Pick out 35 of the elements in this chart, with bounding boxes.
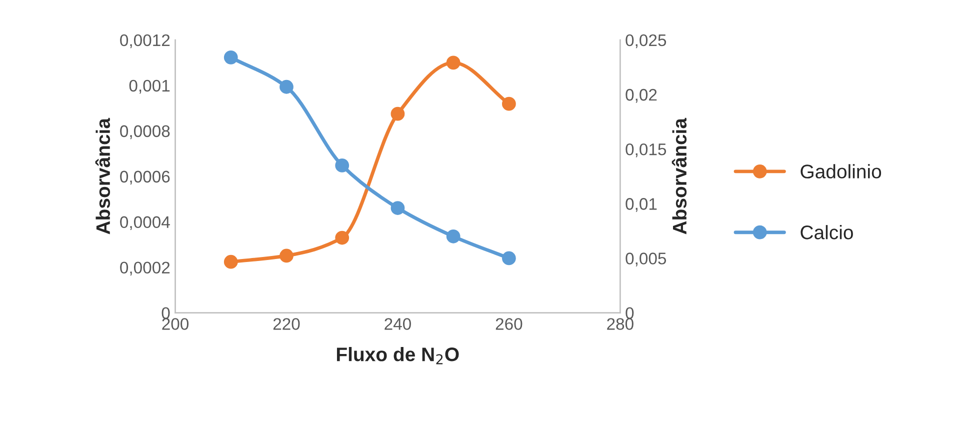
x-axis-title: Fluxo de N$_{2}$O: [336, 346, 459, 364]
y-axis-title: Absorvância: [95, 118, 110, 234]
y-tick-label: 0,0008: [120, 125, 170, 140]
y-tick-label: 0,0006: [120, 170, 170, 185]
point: [390, 106, 405, 121]
y-tick-label: 0,0002: [120, 262, 170, 276]
x-tick-label: 200: [162, 318, 189, 330]
y2-tick-label: 0,01: [626, 198, 657, 212]
y-tick-label: 0,0012: [120, 34, 170, 48]
y2-tick-label: 0,025: [626, 34, 666, 48]
y2-tick-label: 0: [626, 307, 634, 320]
legend-label: Gadolinio: [800, 164, 882, 178]
x-tick-label: 280: [607, 318, 634, 330]
point: [280, 248, 294, 263]
point: [335, 230, 350, 245]
point: [502, 96, 516, 111]
point: [224, 254, 238, 269]
point: [446, 56, 460, 70]
y2-tick-label: 0,02: [626, 88, 657, 103]
x-tick-label: 240: [384, 318, 411, 330]
y-tick-label: 0,001: [129, 80, 170, 94]
point: [335, 158, 350, 172]
point: [502, 251, 516, 266]
y-tick-label: 0,0004: [120, 216, 170, 230]
x-tick-label: 220: [273, 318, 300, 330]
point: [390, 201, 405, 215]
legend-label: Calcio: [800, 225, 853, 240]
y-tick-label: 0: [162, 307, 170, 320]
point: [224, 50, 238, 64]
y2-tick-label: 0,015: [626, 143, 666, 158]
x-tick-label: 260: [496, 318, 522, 330]
point: [446, 229, 460, 244]
point: [280, 80, 294, 94]
y2-axis-title: Absorvância: [672, 118, 687, 234]
y2-tick-label: 0,005: [626, 252, 666, 266]
